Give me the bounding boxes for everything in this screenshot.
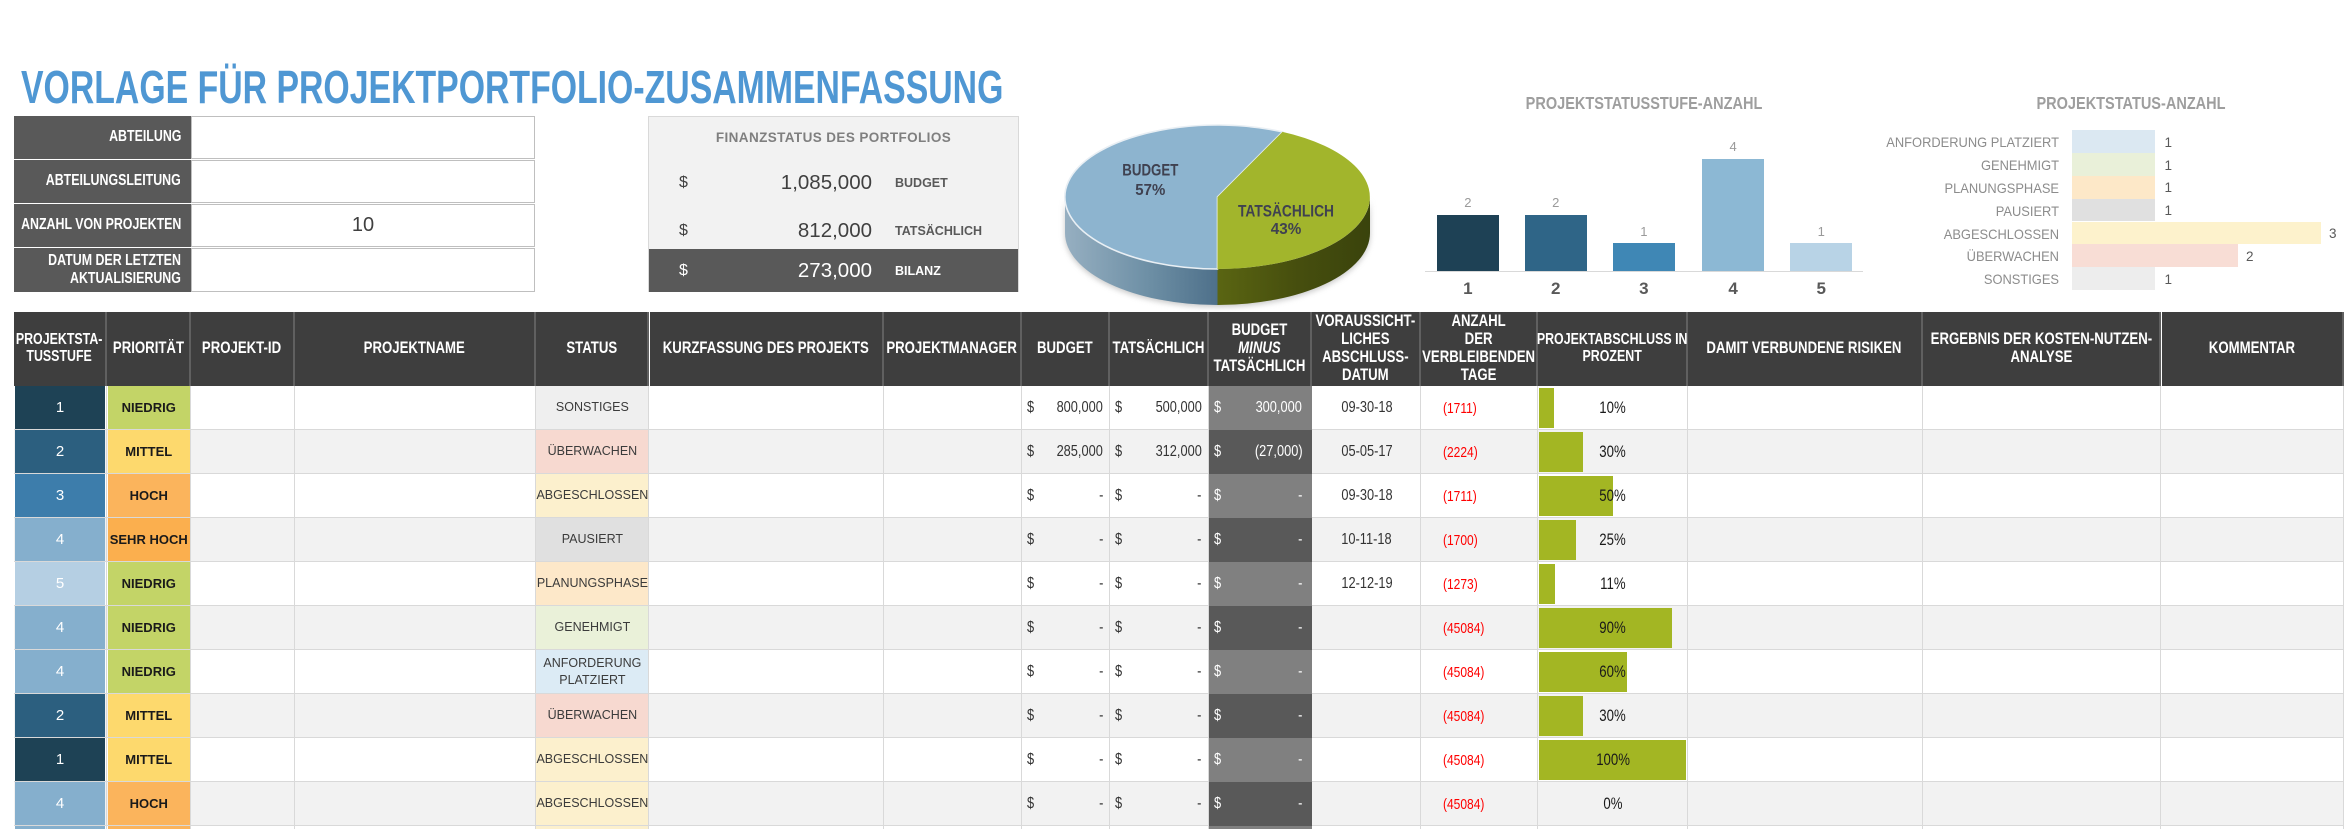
svg-text:BUDGET: BUDGET bbox=[1122, 162, 1178, 180]
svg-text:57%: 57% bbox=[1135, 182, 1165, 199]
svg-text:43%: 43% bbox=[1271, 221, 1302, 238]
svg-text:TATSÄCHLICH: TATSÄCHLICH bbox=[1238, 201, 1334, 220]
